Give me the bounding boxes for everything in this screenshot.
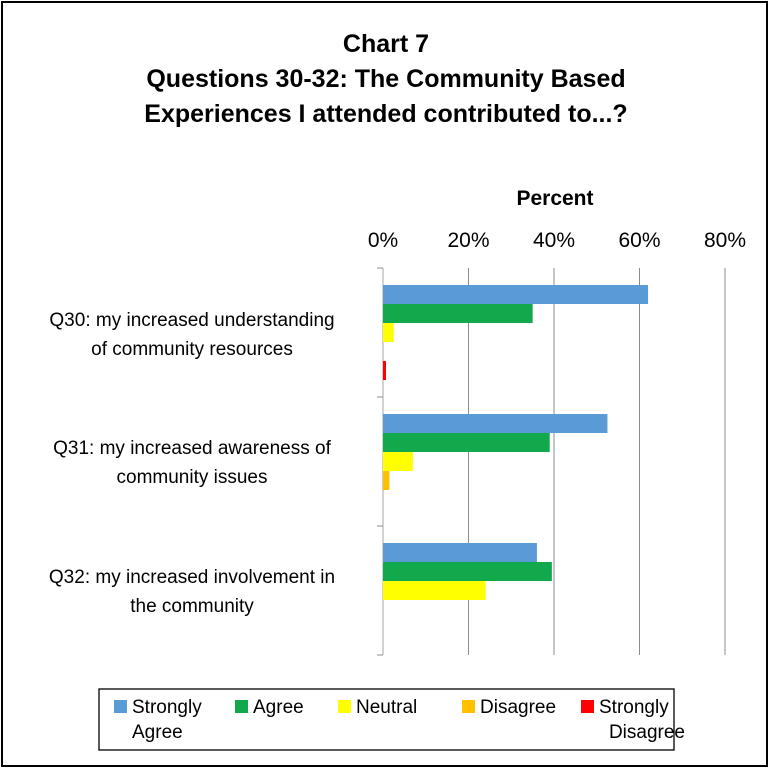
category-labels: Q30: my increased understanding of commun… [49,310,335,617]
legend-swatch [462,700,475,713]
bar [383,471,390,490]
legend-swatch [114,700,127,713]
category-label: the community [130,596,254,617]
category-label: of community resources [91,339,293,360]
x-tick-label: 40% [533,229,575,252]
legend-swatch [235,700,248,713]
category-label: Q32: my increased involvement in [49,567,335,588]
legend: Strongly Agree Agree Neutral Disagree Strongl… [98,688,685,751]
x-tick-label: 80% [704,229,746,252]
legend-box [98,688,675,751]
x-tick-label: 0% [368,229,398,252]
category-label: Q30: my increased understanding [49,310,334,331]
legend-label: Strongly [599,697,669,718]
x-tick-labels: 0% 20% 40% 60% 80% [368,229,746,252]
bar [383,433,550,452]
bar [383,285,649,304]
bar [383,323,394,342]
x-tick-label: 20% [447,229,489,252]
legend-label: Neutral [356,697,417,718]
legend-label: Disagree [609,722,685,743]
bar [383,543,537,562]
chart-title-line: Experiences I attended contributed to...… [144,100,627,128]
x-axis-title: Percent [516,187,593,210]
bar [383,562,552,581]
chart-title: Chart 7 Questions 30-32: The Community Ba… [144,30,627,128]
legend-label: Strongly [132,697,202,718]
legend-label: Agree [253,697,304,718]
category-label: Q31: my increased awareness of [53,438,331,459]
bar [383,581,486,600]
bar [383,414,608,433]
legend-label: Disagree [480,697,556,718]
legend-swatch [581,700,594,713]
legend-label: Agree [132,722,183,743]
chart-title-line: Chart 7 [343,30,429,58]
category-label: community issues [117,467,268,488]
bar [383,304,533,323]
chart-title-line: Questions 30-32: The Community Based [146,65,625,93]
legend-swatch [338,700,351,713]
x-tick-label: 60% [618,229,660,252]
bars [383,285,649,600]
bar [383,361,386,380]
bar [383,452,413,471]
